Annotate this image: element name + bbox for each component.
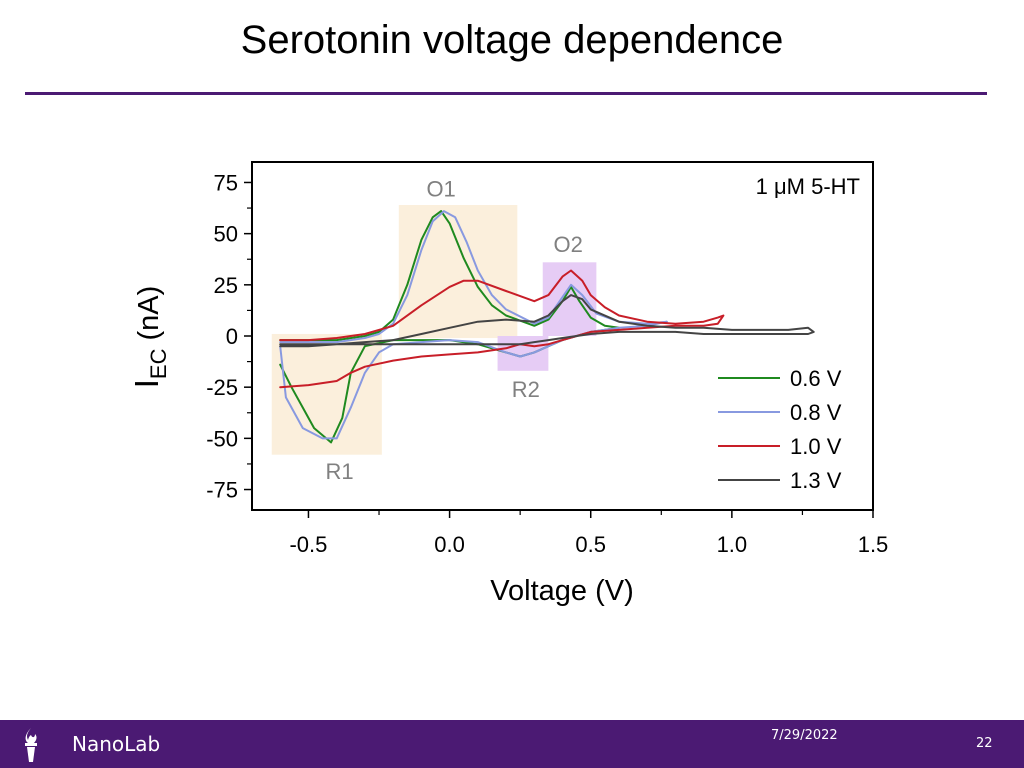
y-tick-label: 0 bbox=[226, 324, 238, 349]
y-tick-label: 25 bbox=[214, 273, 238, 298]
x-tick-label: 0.0 bbox=[434, 532, 465, 557]
series-line-0 bbox=[279, 210, 620, 444]
legend-label-3: 1.3 V bbox=[790, 468, 842, 493]
y-tick-label: -75 bbox=[206, 478, 238, 503]
x-tick-label: -0.5 bbox=[289, 532, 327, 557]
title-divider bbox=[25, 92, 987, 95]
slide-title: Serotonin voltage dependence bbox=[240, 18, 784, 62]
y-axis-label-main: I bbox=[128, 379, 165, 388]
region-label-r1: R1 bbox=[325, 459, 353, 484]
footer-lab-name: NanoLab bbox=[72, 732, 161, 756]
y-tick-label: -25 bbox=[206, 375, 238, 400]
region-label-r2: R2 bbox=[512, 377, 540, 402]
series-line-2 bbox=[279, 269, 725, 389]
legend-label-2: 1.0 V bbox=[790, 434, 842, 459]
labels-layer: O1 O2 R2 R1 bbox=[325, 177, 582, 484]
y-tick-label: -50 bbox=[206, 426, 238, 451]
legend-label-0: 0.6 V bbox=[790, 366, 842, 391]
y-axis-label-unit: (nA) bbox=[133, 286, 165, 341]
x-tick-label: 1.5 bbox=[858, 532, 889, 557]
y-axis-label: IEC (nA) bbox=[128, 286, 171, 389]
series-layer bbox=[279, 210, 815, 444]
footer-date: 7/29/2022 bbox=[771, 728, 838, 743]
region-o1 bbox=[398, 204, 518, 339]
region-label-o2: O2 bbox=[553, 232, 582, 257]
series-line-1 bbox=[279, 210, 668, 440]
region-o2 bbox=[542, 262, 597, 336]
ticks-layer: -0.5 0.0 0.5 1.0 1.5 75 50 25 0 -25 -50 -75 bbox=[206, 170, 888, 557]
torch-logo-icon bbox=[25, 728, 37, 762]
x-axis-label: Voltage (V) bbox=[490, 575, 633, 607]
footer-bar: NanoLab 7/29/2022 22 bbox=[0, 720, 1024, 768]
y-axis-label-sub: EC bbox=[146, 348, 171, 379]
region-label-o1: O1 bbox=[426, 177, 455, 202]
y-tick-label: 75 bbox=[214, 170, 238, 195]
y-tick-label: 50 bbox=[214, 222, 238, 247]
legend: 0.6 V 0.8 V 1.0 V 1.3 V bbox=[718, 366, 842, 493]
series-line-3 bbox=[279, 294, 815, 348]
x-tick-label: 0.5 bbox=[575, 532, 606, 557]
regions-layer bbox=[271, 204, 597, 455]
concentration-annotation: 1 μM 5-HT bbox=[756, 174, 860, 199]
x-tick-label: 1.0 bbox=[717, 532, 748, 557]
region-r1 bbox=[271, 333, 382, 455]
page-number: 22 bbox=[976, 736, 993, 751]
legend-label-1: 0.8 V bbox=[790, 400, 842, 425]
